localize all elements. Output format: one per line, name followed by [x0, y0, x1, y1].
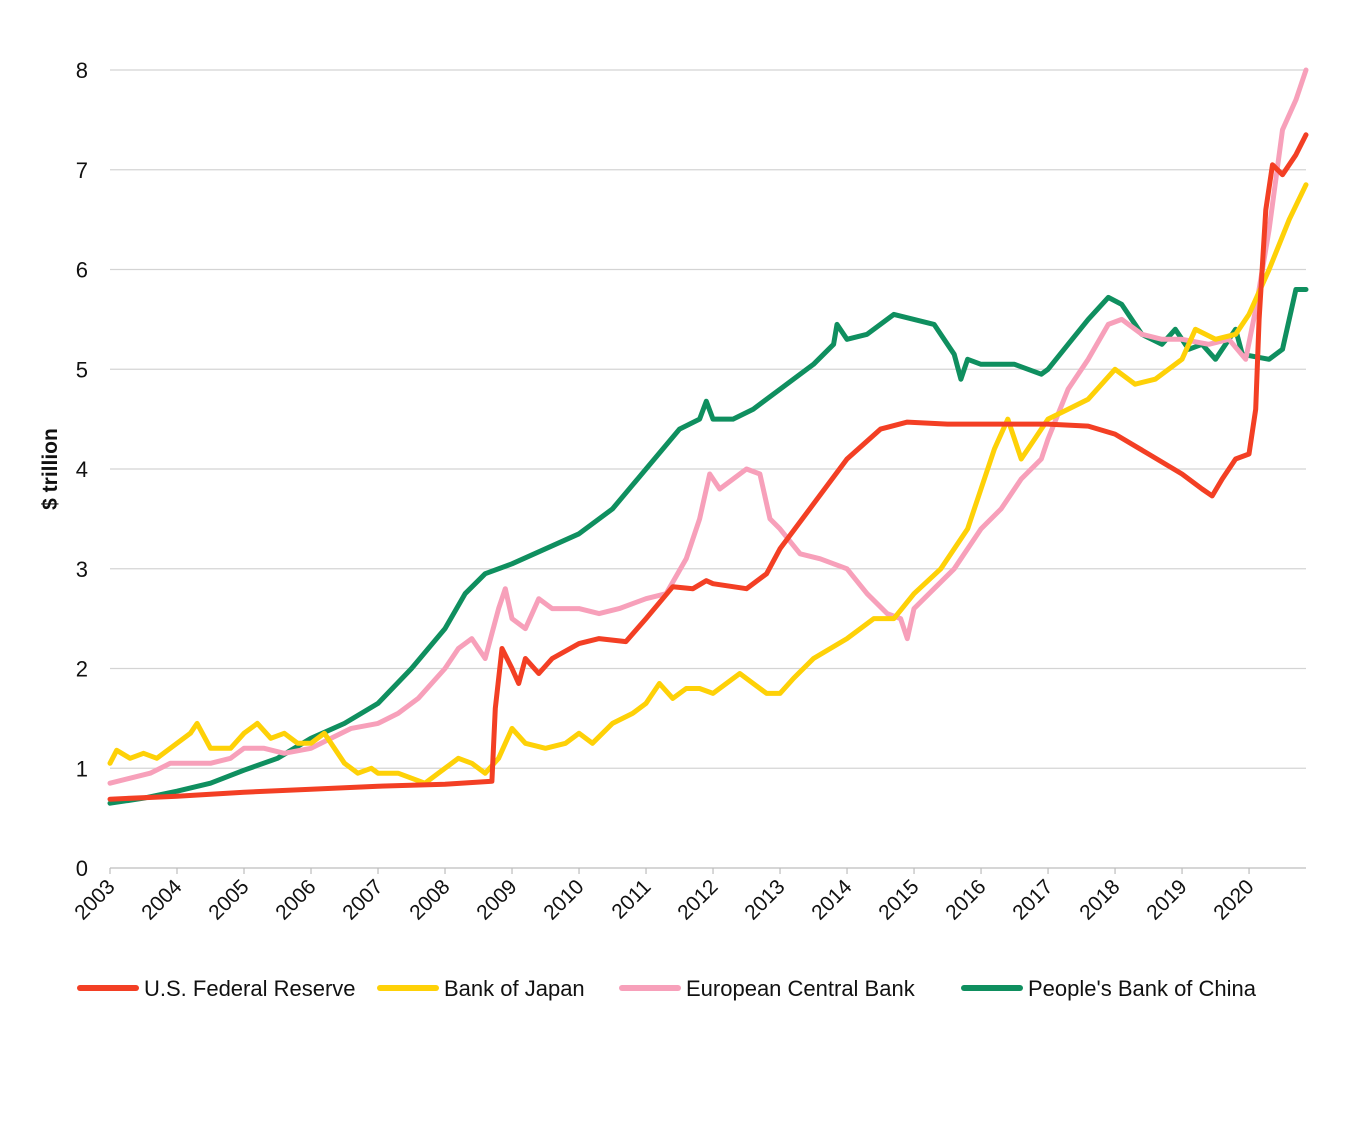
x-tick-label: 2015	[874, 875, 923, 924]
series-line-2	[107, 67, 1309, 786]
x-tick-label: 2004	[137, 875, 187, 925]
y-tick-label: 2	[76, 657, 88, 682]
x-tick-label: 2003	[70, 875, 119, 924]
x-tick-label: 2010	[539, 875, 588, 924]
y-tick-label: 5	[76, 357, 88, 382]
x-tick-label: 2016	[941, 875, 990, 924]
series-line-3	[107, 287, 1309, 806]
x-tick-label: 2019	[1142, 875, 1191, 924]
y-tick-label: 1	[76, 756, 88, 781]
series-line-0	[107, 132, 1309, 802]
x-tick-label: 2006	[271, 875, 320, 924]
y-axis-label: $ trillion	[39, 428, 62, 510]
y-axis-ticks: 0 1 2 3 4 5 6 7 8	[76, 58, 88, 881]
legend-label: Bank of Japan	[444, 976, 585, 1001]
legend-label: European Central Bank	[686, 976, 916, 1001]
x-tick-label: 2018	[1075, 875, 1124, 924]
gridlines	[110, 69, 1306, 869]
x-tick-label: 2017	[1008, 875, 1057, 924]
legend-label: People's Bank of China	[1028, 976, 1257, 1001]
x-tick-label: 2007	[338, 875, 387, 924]
x-tick-label: 2005	[204, 875, 253, 924]
x-tick-label: 2013	[740, 875, 789, 924]
legend: U.S. Federal Reserve Bank of Japan Europea…	[77, 976, 1257, 1001]
y-tick-label: 4	[76, 457, 88, 482]
x-axis-ticks: 2003 2004 2005 2006 2007 2008 2009 2010 2011 2012…	[70, 868, 1259, 925]
x-tick-label: 2012	[673, 875, 722, 924]
legend-label: U.S. Federal Reserve	[144, 976, 356, 1001]
x-tick-label: 2014	[807, 875, 857, 925]
x-tick-label: 2009	[472, 875, 521, 924]
x-tick-label: 2008	[405, 875, 454, 924]
x-tick-label: 2011	[607, 875, 655, 923]
series-lines	[107, 67, 1309, 806]
y-tick-label: 7	[76, 158, 88, 183]
x-tick-label: 2020	[1209, 875, 1258, 924]
series-line-1	[107, 182, 1309, 786]
y-tick-label: 6	[76, 258, 88, 283]
y-tick-label: 8	[76, 58, 88, 83]
y-tick-label: 0	[76, 856, 88, 881]
y-tick-label: 3	[76, 557, 88, 582]
